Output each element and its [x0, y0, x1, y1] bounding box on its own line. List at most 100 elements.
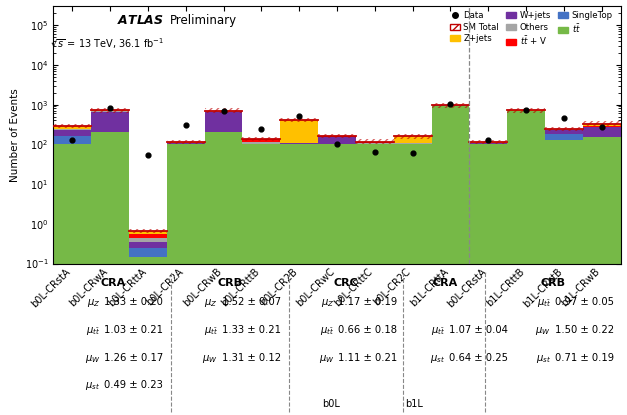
Bar — [356, 144, 394, 415]
Bar — [167, 140, 204, 144]
Text: 1.17 ± 0.19: 1.17 ± 0.19 — [338, 297, 398, 307]
Point — [256, 125, 266, 132]
Text: 0.64 ± 0.25: 0.64 ± 0.25 — [449, 352, 508, 363]
Bar — [470, 143, 507, 144]
Text: CRB: CRB — [540, 278, 565, 288]
Bar — [167, 144, 204, 415]
Bar — [91, 110, 129, 111]
Bar — [583, 127, 621, 137]
Text: $\mu_{t\bar{t}}$: $\mu_{t\bar{t}}$ — [86, 325, 100, 337]
Text: $\sqrt{s}$ = 13 TeV, 36.1 fb$^{-1}$: $\sqrt{s}$ = 13 TeV, 36.1 fb$^{-1}$ — [50, 36, 164, 51]
Bar — [243, 142, 280, 144]
Point — [219, 107, 229, 114]
Bar — [204, 111, 243, 112]
Bar — [318, 136, 356, 137]
Text: 1.33 ± 0.20: 1.33 ± 0.20 — [104, 297, 163, 307]
Y-axis label: Number of Events: Number of Events — [11, 88, 21, 182]
Text: 1.31 ± 0.12: 1.31 ± 0.12 — [222, 352, 281, 363]
Bar — [129, 231, 167, 234]
Point — [521, 106, 531, 113]
Bar — [545, 129, 583, 130]
Text: 1.33 ± 0.21: 1.33 ± 0.21 — [222, 325, 281, 335]
Text: 1.52 ± 0.07: 1.52 ± 0.07 — [222, 297, 281, 307]
Text: $\mu_W$: $\mu_W$ — [203, 352, 218, 364]
Text: 1.03 ± 0.21: 1.03 ± 0.21 — [104, 325, 164, 335]
Bar — [53, 129, 91, 130]
Bar — [356, 139, 394, 144]
Bar — [280, 118, 318, 122]
Bar — [470, 140, 507, 144]
Bar — [356, 142, 394, 143]
Text: $\mu_Z$: $\mu_Z$ — [204, 297, 218, 309]
Point — [597, 123, 607, 130]
Text: b1L: b1L — [404, 399, 423, 409]
Text: 1.07 ± 0.04: 1.07 ± 0.04 — [449, 325, 508, 335]
Bar — [204, 132, 243, 415]
Bar — [394, 137, 431, 143]
Bar — [545, 127, 583, 131]
Point — [408, 150, 418, 156]
Bar — [394, 134, 431, 139]
Bar — [53, 130, 91, 136]
Text: $\mu_{t\bar{t}}$: $\mu_{t\bar{t}}$ — [431, 325, 445, 337]
Text: $\mu_{t\bar{t}}$: $\mu_{t\bar{t}}$ — [320, 325, 334, 337]
Text: $\mu_Z$: $\mu_Z$ — [87, 297, 100, 309]
Bar — [583, 124, 621, 127]
Bar — [129, 234, 167, 237]
Text: $\bfit{ATLAS}$: $\bfit{ATLAS}$ — [117, 14, 164, 27]
Text: $\mu_W$: $\mu_W$ — [85, 352, 100, 364]
Point — [143, 151, 153, 158]
Bar — [318, 144, 356, 415]
Bar — [53, 124, 91, 129]
Bar — [318, 134, 356, 138]
Bar — [431, 105, 470, 415]
Text: 1.50 ± 0.22: 1.50 ± 0.22 — [555, 325, 614, 335]
Bar — [545, 140, 583, 415]
Bar — [53, 126, 91, 129]
Bar — [318, 137, 356, 144]
Bar — [470, 142, 507, 143]
Bar — [129, 256, 167, 415]
Bar — [167, 143, 204, 144]
Bar — [91, 108, 129, 112]
Text: $\mu_W$: $\mu_W$ — [535, 325, 551, 337]
Bar — [583, 137, 621, 415]
Text: $\mu_{t\bar{t}}$: $\mu_{t\bar{t}}$ — [204, 325, 218, 337]
Text: CRA: CRA — [432, 278, 458, 288]
Bar — [431, 103, 470, 107]
Bar — [129, 229, 167, 234]
Text: 0.49 ± 0.23: 0.49 ± 0.23 — [104, 380, 163, 390]
Text: b0L: b0L — [322, 399, 340, 409]
Bar — [243, 139, 280, 142]
Bar — [280, 143, 318, 144]
Bar — [507, 111, 545, 415]
Point — [445, 100, 455, 107]
Text: 0.97 ± 0.05: 0.97 ± 0.05 — [555, 297, 614, 307]
Bar — [204, 110, 243, 111]
Text: CRB: CRB — [218, 278, 243, 288]
Text: CRC: CRC — [334, 278, 359, 288]
Bar — [507, 108, 545, 113]
Bar — [53, 136, 91, 144]
Bar — [545, 130, 583, 134]
Bar — [243, 144, 280, 415]
Text: $\mu_{st}$: $\mu_{st}$ — [85, 380, 100, 392]
Bar — [243, 137, 280, 141]
Point — [294, 112, 304, 119]
Text: 0.71 ± 0.19: 0.71 ± 0.19 — [555, 352, 614, 363]
Bar — [204, 108, 243, 113]
Bar — [91, 132, 129, 415]
Bar — [394, 144, 431, 415]
Bar — [204, 112, 243, 132]
Bar — [91, 111, 129, 112]
Point — [67, 137, 77, 143]
Text: 1.11 ± 0.21: 1.11 ± 0.21 — [338, 352, 398, 363]
Text: $\mu_W$: $\mu_W$ — [319, 352, 334, 364]
Bar — [129, 237, 167, 242]
Bar — [53, 144, 91, 415]
Legend: Data, SM Total, Z+jets, W+jets, Others, $t\bar{t}$ + V, SingleTop, $t\bar{t}$: Data, SM Total, Z+jets, W+jets, Others, … — [446, 8, 616, 50]
Point — [332, 141, 342, 148]
Bar — [280, 144, 318, 415]
Bar — [91, 112, 129, 132]
Bar — [470, 144, 507, 415]
